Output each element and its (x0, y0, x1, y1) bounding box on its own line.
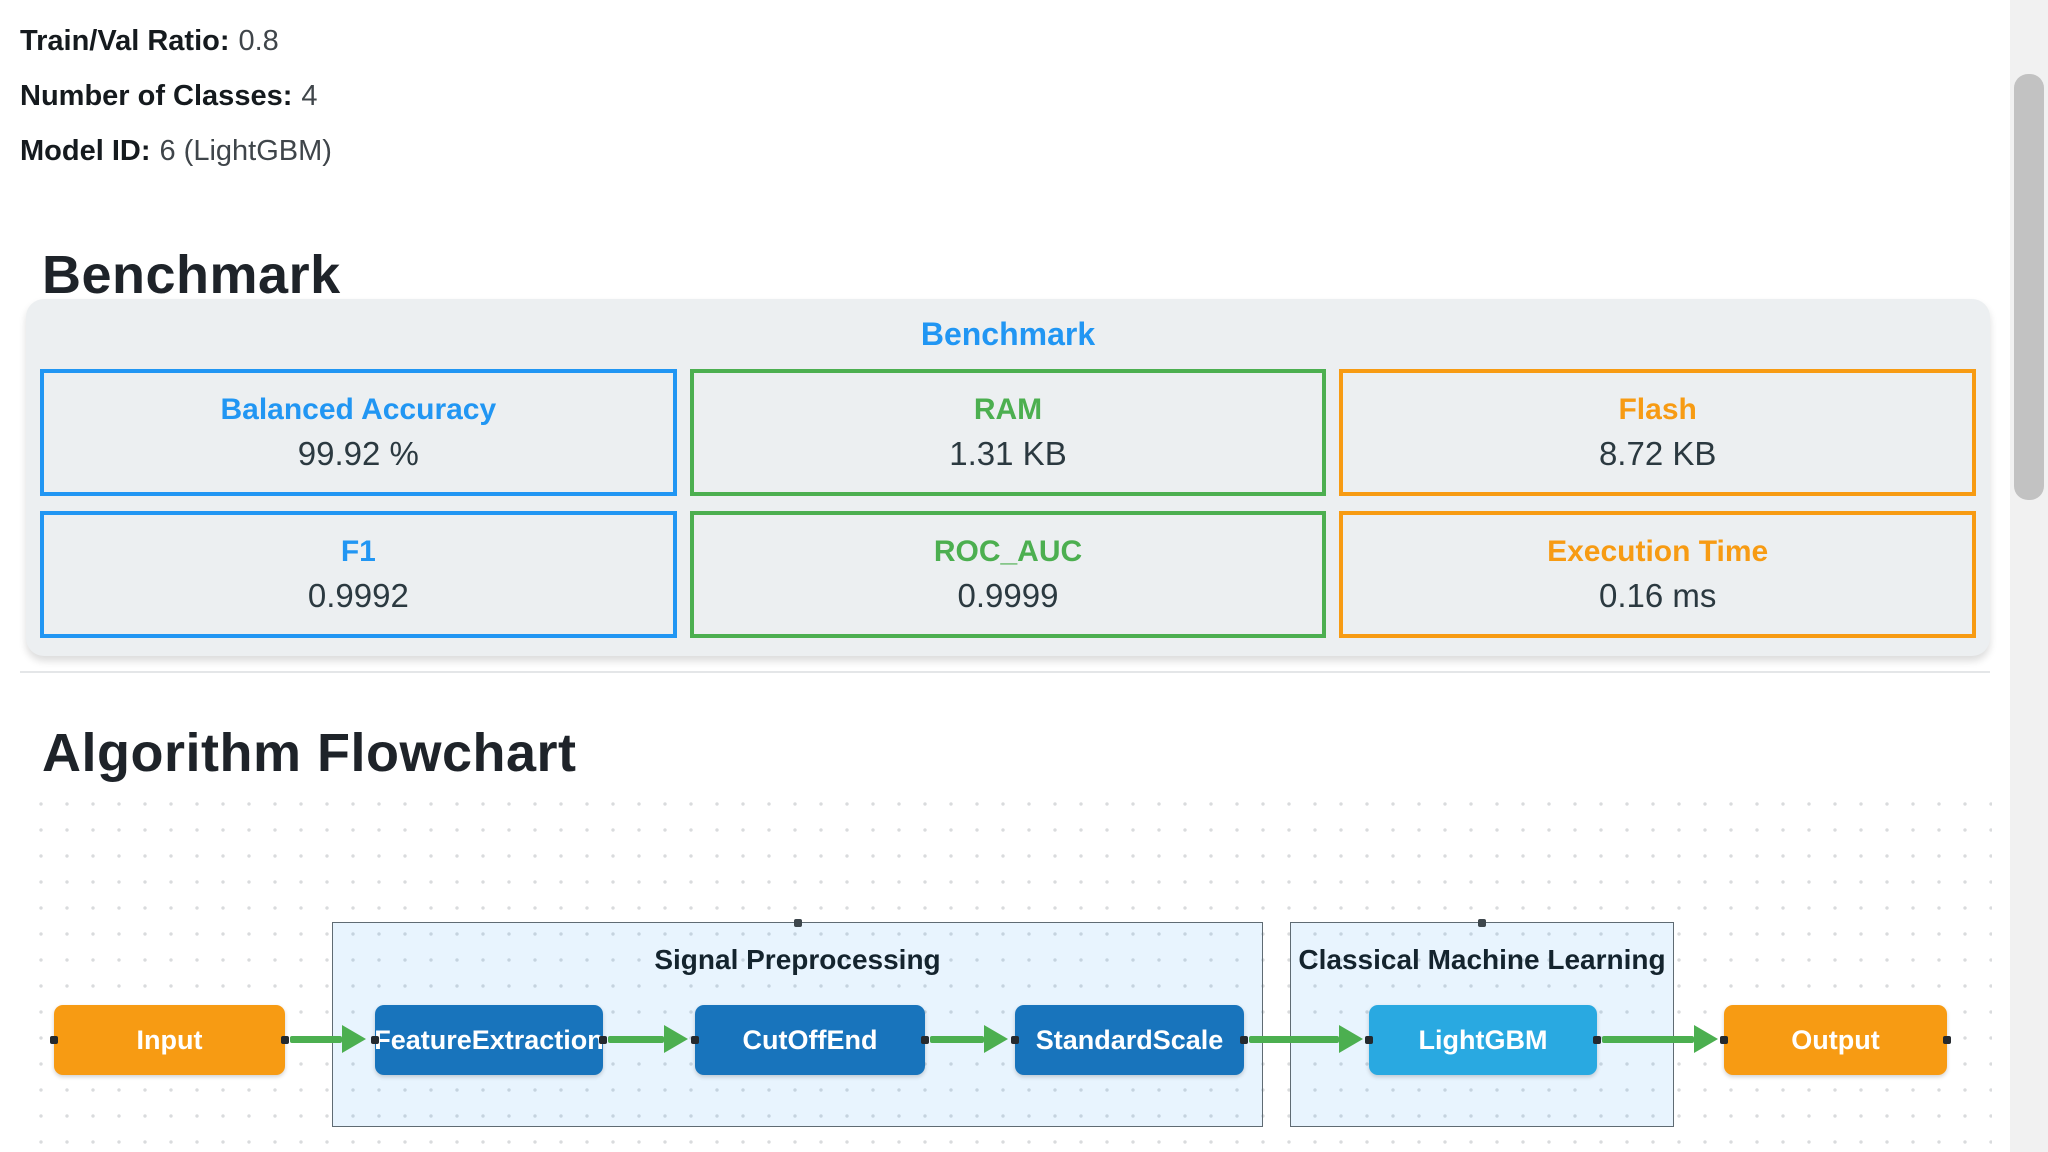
node-standardscale[interactable]: StandardScale (1011, 1005, 1248, 1075)
node-input[interactable]: Input (50, 1005, 289, 1075)
edge-featureextraction-to-cutoffend[interactable] (608, 1025, 688, 1053)
model-meta: Train/Val Ratio: 0.8 Number of Classes: 4 … (20, 14, 332, 179)
metric-card-execution-time: Execution Time 0.16 ms (1339, 511, 1976, 638)
node-output[interactable]: Output (1720, 1005, 1951, 1075)
metric-card-roc-auc: ROC_AUC 0.9999 (689, 511, 1327, 638)
edge-lightgbm-to-output[interactable] (1602, 1025, 1718, 1053)
metric-value: 0.16 ms (1598, 576, 1717, 614)
flowchart-heading: Algorithm Flowchart (42, 723, 577, 784)
node-featureextraction[interactable]: FeatureExtraction (371, 1005, 607, 1075)
node-lightgbm[interactable]: LightGBM (1365, 1005, 1601, 1075)
meta-value: 4 (301, 80, 318, 112)
meta-model-id: Model ID: 6 (LightGBM) (20, 124, 332, 179)
benchmark-cards-grid: Balanced Accuracy 99.92 % RAM 1.31 KB Fl… (40, 369, 1976, 638)
meta-value: 6 (LightGBM) (159, 135, 332, 167)
group-title: Classical Machine Learning (1298, 944, 1666, 975)
metric-label: RAM (973, 392, 1043, 426)
vertical-scrollbar-thumb[interactable] (2014, 74, 2044, 500)
metric-card-flash: Flash 8.72 KB (1339, 369, 1976, 496)
metric-value: 0.9999 (957, 576, 1059, 614)
meta-label: Number of Classes: (20, 80, 293, 112)
metric-card-f1: F1 0.9992 (40, 511, 677, 638)
node-cutoffend[interactable]: CutOffEnd (691, 1005, 929, 1075)
meta-train-val-ratio: Train/Val Ratio: 0.8 (20, 14, 332, 69)
metric-card-ram: RAM 1.31 KB (689, 369, 1327, 496)
metric-label: ROC_AUC (933, 534, 1083, 568)
metric-value: 0.9992 (307, 576, 409, 614)
benchmark-panel: Benchmark Balanced Accuracy 99.92 % RAM … (26, 299, 1990, 656)
group-classical-machine-learning[interactable]: Classical Machine Learning (1290, 919, 1674, 1127)
metric-label: Flash (1618, 392, 1697, 426)
metric-card-balanced-accuracy: Balanced Accuracy 99.92 % (40, 369, 677, 496)
edge-input-to-featureextraction[interactable] (290, 1025, 366, 1053)
benchmark-heading: Benchmark (42, 245, 341, 306)
meta-label: Model ID: (20, 135, 151, 167)
metric-label: Balanced Accuracy (220, 392, 497, 426)
metric-label: F1 (340, 534, 376, 568)
group-title: Signal Preprocessing (654, 944, 941, 975)
meta-label: Train/Val Ratio: (20, 25, 230, 57)
metric-value: 8.72 KB (1598, 434, 1717, 472)
edge-standardscale-to-lightgbm[interactable] (1249, 1025, 1363, 1053)
metric-value: 1.31 KB (949, 434, 1067, 472)
metric-label: Execution Time (1547, 534, 1769, 568)
flowchart-canvas[interactable]: Signal Preprocessing Classical Machine L… (24, 785, 1992, 1152)
benchmark-panel-title: Benchmark (920, 316, 1096, 352)
metric-value: 99.92 % (297, 434, 419, 472)
section-divider (20, 671, 1990, 673)
vertical-scrollbar-track[interactable] (2010, 0, 2048, 1152)
edge-cutoffend-to-standardscale[interactable] (930, 1025, 1008, 1053)
meta-number-of-classes: Number of Classes: 4 (20, 69, 332, 124)
meta-value: 0.8 (238, 25, 279, 57)
